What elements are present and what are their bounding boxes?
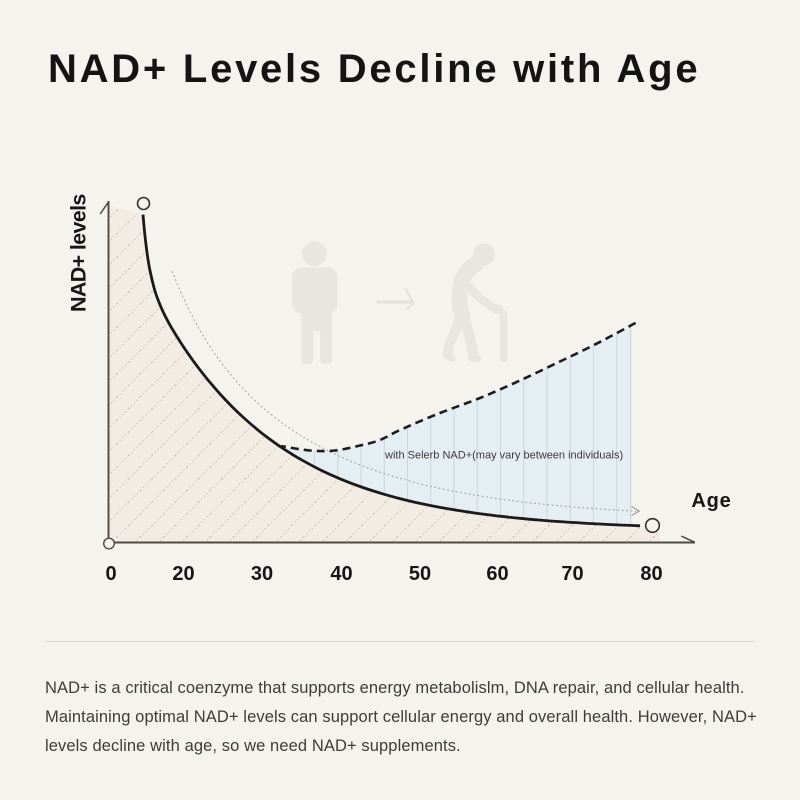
svg-text:50: 50: [409, 563, 431, 585]
svg-text:NAD+ levels: NAD+ levels: [67, 194, 91, 312]
svg-text:0: 0: [105, 563, 116, 585]
svg-text:70: 70: [561, 563, 583, 585]
svg-text:60: 60: [486, 563, 508, 585]
svg-text:80: 80: [640, 563, 662, 585]
svg-text:40: 40: [330, 563, 352, 585]
svg-text:20: 20: [172, 563, 194, 585]
svg-text:30: 30: [251, 563, 273, 585]
svg-text:Age: Age: [691, 490, 731, 512]
svg-text:with Selerb NAD+(may vary betw: with Selerb NAD+(may vary between indivi…: [384, 450, 623, 462]
